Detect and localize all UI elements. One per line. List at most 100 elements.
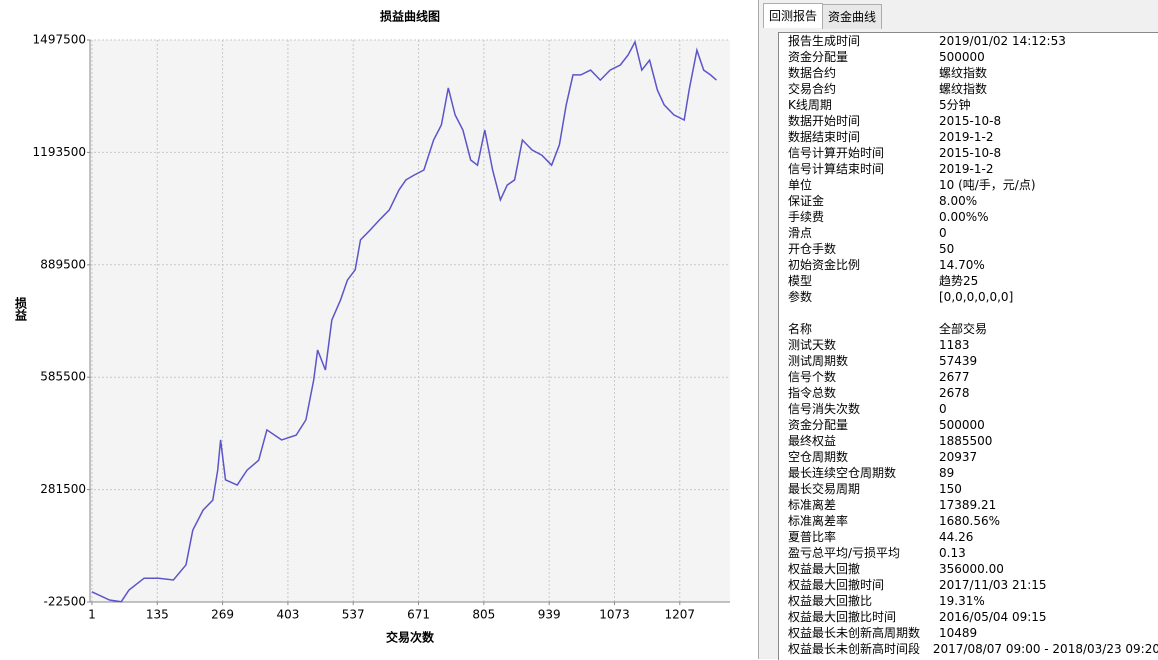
report-row: 数据结束时间 2019-1-2 bbox=[779, 129, 1158, 145]
y-tick-label: 585500 bbox=[40, 370, 86, 384]
field-value: 0.13 bbox=[939, 546, 966, 560]
report-row: 标准离差 17389.21 bbox=[779, 497, 1158, 513]
field-name: 数据合约 bbox=[788, 66, 837, 80]
field-name: 盈亏总平均/亏损平均 bbox=[788, 546, 901, 560]
field-name: 滑点 bbox=[788, 226, 813, 240]
report-row: 保证金 8.00% bbox=[779, 193, 1158, 209]
report-row: 名称 全部交易 bbox=[779, 321, 1158, 337]
field-name: 名称 bbox=[788, 322, 813, 336]
field-value: 2017/11/03 21:15 bbox=[939, 578, 1047, 592]
field-value: 19.31% bbox=[939, 594, 985, 608]
report-row: 空仓周期数 20937 bbox=[779, 449, 1158, 465]
separator bbox=[779, 305, 1158, 321]
field-value: 趋势25 bbox=[939, 274, 979, 288]
report-row: 测试天数 1183 bbox=[779, 337, 1158, 353]
field-value: 0 bbox=[939, 226, 947, 240]
field-value: 17389.21 bbox=[939, 498, 997, 512]
x-tick-label: 1 bbox=[88, 608, 96, 622]
field-name: 权益最大回撤 bbox=[788, 562, 861, 576]
report-row: 盈亏总平均/亏损平均 0.13 bbox=[779, 545, 1158, 561]
x-axis-label: 交易次数 bbox=[386, 630, 435, 645]
plot-area bbox=[90, 40, 730, 602]
field-name: 信号消失次数 bbox=[788, 402, 861, 416]
field-value: 89 bbox=[939, 466, 955, 480]
field-name: 资金分配量 bbox=[788, 50, 849, 64]
report-row: 报告生成时间 2019/01/02 14:12:53 bbox=[779, 33, 1158, 49]
x-tick-label: 135 bbox=[146, 608, 169, 622]
field-name: 权益最大回撤比时间 bbox=[788, 610, 897, 624]
field-value: 44.26 bbox=[939, 530, 974, 544]
chart: 损益曲线图 交易次数 损益 -2250028150058550088950011… bbox=[14, 9, 730, 645]
tab[interactable]: 回测报告 bbox=[763, 3, 824, 28]
report-row: 最终权益 1885500 bbox=[779, 433, 1158, 449]
y-tick-label: -22500 bbox=[43, 595, 86, 609]
report-row: 指令总数 2678 bbox=[779, 385, 1158, 401]
report-row: 数据合约 螺纹指数 bbox=[779, 65, 1158, 81]
field-name: 报告生成时间 bbox=[788, 34, 861, 48]
y-tick-label: 281500 bbox=[40, 482, 86, 496]
field-name: 权益最大回撤时间 bbox=[788, 578, 885, 592]
report-row: 标准离差率 1680.56% bbox=[779, 513, 1158, 529]
report-table: 报告生成时间 2019/01/02 14:12:53 资金分配量 500000 数据合约… bbox=[778, 32, 1158, 660]
field-value: 5分钟 bbox=[939, 98, 971, 112]
report-row: 滑点 0 bbox=[779, 225, 1158, 241]
report-row: 资金分配量 500000 bbox=[779, 417, 1158, 433]
field-name: 模型 bbox=[788, 274, 813, 288]
report-row: 最长连续空仓周期数 89 bbox=[779, 465, 1158, 481]
report-row: 单位 10 (吨/手，元/点) bbox=[779, 177, 1158, 193]
field-value: 500000 bbox=[939, 418, 985, 432]
field-value: 2677 bbox=[939, 370, 970, 384]
field-value: 2015-10-8 bbox=[939, 146, 1002, 160]
field-value: 150 bbox=[939, 482, 962, 496]
field-value: 2019-1-2 bbox=[939, 162, 994, 176]
field-value: 2017/08/07 09:00 - 2018/03/23 09:20 bbox=[932, 642, 1158, 656]
field-name: 资金分配量 bbox=[788, 418, 849, 432]
field-name: 测试天数 bbox=[788, 338, 837, 352]
y-tick-label: 1193500 bbox=[33, 145, 86, 159]
field-value: 2678 bbox=[939, 386, 970, 400]
y-tick-label: 1497500 bbox=[33, 33, 86, 47]
field-value: 2015-10-8 bbox=[939, 114, 1002, 128]
field-name: 权益最长未创新高时间段 bbox=[788, 642, 921, 656]
report-row: K线周期 5分钟 bbox=[779, 97, 1158, 113]
chart-title: 损益曲线图 bbox=[380, 9, 440, 24]
field-value: 1680.56% bbox=[939, 514, 1001, 528]
x-tick-label: 671 bbox=[407, 608, 430, 622]
field-value: 50 bbox=[939, 242, 955, 256]
field-value: 全部交易 bbox=[939, 322, 988, 336]
report-row: 数据开始时间 2015-10-8 bbox=[779, 113, 1158, 129]
x-tick-label: 1073 bbox=[599, 608, 630, 622]
report-row: 资金分配量 500000 bbox=[779, 49, 1158, 65]
report-row: 初始资金比例 14.70% bbox=[779, 257, 1158, 273]
field-name: 最长连续空仓周期数 bbox=[788, 466, 897, 480]
tab[interactable]: 资金曲线 bbox=[822, 4, 883, 29]
field-value: 1183 bbox=[939, 338, 970, 352]
field-value: [0,0,0,0,0,0] bbox=[939, 290, 1014, 304]
field-value: 0.00%% bbox=[939, 210, 989, 224]
field-value: 10 (吨/手，元/点) bbox=[939, 178, 1036, 192]
field-name: 交易合约 bbox=[788, 82, 837, 96]
field-name: 数据开始时间 bbox=[788, 114, 861, 128]
field-value: 2016/05/04 09:15 bbox=[939, 610, 1047, 624]
report-row: 权益最大回撤 356000.00 bbox=[779, 561, 1158, 577]
report-panel: 回测报告 资金曲线 报告生成时间 2019/01/02 14:12:53 资金分配量… bbox=[758, 0, 1158, 660]
field-value: 螺纹指数 bbox=[939, 82, 988, 96]
report-row: 夏普比率 44.26 bbox=[779, 529, 1158, 545]
equity-line bbox=[91, 39, 717, 603]
field-name: 指令总数 bbox=[788, 386, 837, 400]
field-name: 权益最大回撤比 bbox=[788, 594, 873, 608]
x-tick-label: 939 bbox=[538, 608, 561, 622]
report-row: 交易合约 螺纹指数 bbox=[779, 81, 1158, 97]
field-value: 500000 bbox=[939, 50, 985, 64]
field-name: 测试周期数 bbox=[788, 354, 849, 368]
field-name: 信号计算开始时间 bbox=[788, 146, 885, 160]
field-value: 1885500 bbox=[939, 434, 993, 448]
report-row: 参数 [0,0,0,0,0,0] bbox=[779, 289, 1158, 305]
y-tick-label: 889500 bbox=[40, 257, 86, 271]
field-name: 标准离差 bbox=[788, 498, 837, 512]
report-row: 权益最长未创新高时间段 2017/08/07 09:00 - 2018/03/23… bbox=[779, 641, 1158, 657]
x-tick-label: 269 bbox=[211, 608, 234, 622]
field-value: 2019-1-2 bbox=[939, 130, 994, 144]
field-value: 8.00% bbox=[939, 194, 978, 208]
